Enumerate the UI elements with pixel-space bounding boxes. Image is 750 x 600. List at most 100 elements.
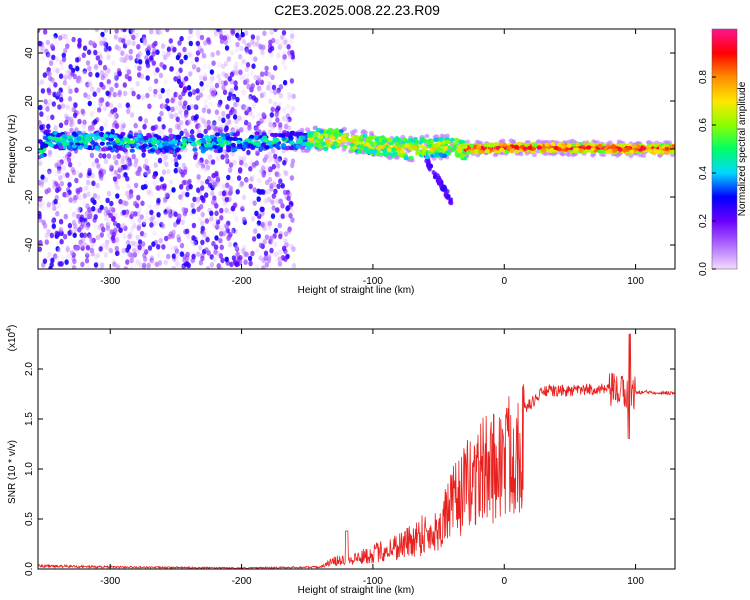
heatmap-cell: [117, 91, 122, 98]
heatmap-cell: [382, 138, 388, 143]
heatmap-cell: [196, 196, 201, 202]
heatmap-cell: [290, 158, 296, 164]
heatmap-cell: [45, 39, 51, 46]
heatmap-cell: [256, 233, 261, 239]
heatmap-cell: [228, 162, 234, 168]
heatmap-cell: [109, 229, 115, 235]
heatmap-cell: [82, 119, 87, 126]
heatmap-cell: [224, 223, 229, 229]
heatmap-cell: [181, 207, 186, 213]
heatmap-cell: [116, 153, 121, 159]
heatmap-cell: [124, 144, 131, 149]
heatmap-cell: [218, 29, 223, 36]
heatmap-cell: [200, 120, 206, 127]
heatmap-cell: [102, 64, 108, 71]
heatmap-cell: [54, 39, 60, 46]
heatmap-cell: [209, 134, 215, 139]
heatmap-cell: [76, 243, 81, 250]
heatmap-cell: [570, 142, 576, 147]
heatmap-cell: [63, 113, 69, 119]
heatmap-cell: [128, 55, 133, 61]
heatmap-cell: [120, 120, 125, 126]
heatmap-cell: [155, 219, 160, 225]
heatmap-cell: [272, 181, 277, 188]
heatmap-cell: [138, 262, 143, 268]
heatmap-cell: [224, 45, 230, 51]
heatmap-cell: [66, 177, 71, 183]
heatmap-cell: [278, 198, 284, 205]
heatmap-cell: [135, 234, 140, 241]
heatmap-cell: [181, 138, 188, 143]
heatmap-cell: [239, 181, 244, 187]
heatmap-cell: [216, 137, 222, 142]
spectrogram-y-ticks: -40 -20 0 20 40: [24, 47, 675, 252]
heatmap-cell: [123, 266, 128, 269]
heatmap-cell: [121, 200, 127, 206]
heatmap-cell: [252, 200, 257, 206]
snr-x-ticks: -300 -200 -100 0 100: [100, 329, 644, 587]
heatmap-cell: [45, 106, 50, 112]
heatmap-cell: [105, 239, 110, 246]
heatmap-cell: [319, 129, 325, 134]
heatmap-cell: [158, 125, 163, 131]
heatmap-cell: [275, 117, 280, 123]
heatmap-cell: [168, 111, 173, 117]
heatmap-cell: [143, 135, 149, 140]
heatmap-cell: [133, 136, 139, 141]
heatmap-cell: [213, 249, 218, 255]
heatmap-cell: [250, 114, 256, 120]
heatmap-cell: [223, 60, 229, 67]
heatmap-cell: [124, 55, 129, 62]
heatmap-cell: [220, 257, 225, 264]
heatmap-cell: [165, 205, 171, 212]
heatmap-cell: [653, 143, 659, 148]
heatmap-cell: [669, 150, 675, 155]
heatmap-cell: [163, 259, 168, 266]
heatmap-cell: [359, 144, 365, 149]
heatmap-cell: [210, 124, 215, 130]
heatmap-cell: [204, 165, 209, 171]
heatmap-cell: [133, 182, 139, 189]
x-tick-label: 0: [501, 576, 507, 587]
heatmap-cell: [226, 145, 232, 150]
heatmap-cell: [142, 38, 147, 44]
heatmap-cell: [118, 203, 124, 210]
heatmap-cell: [247, 121, 252, 128]
heatmap-cell: [187, 52, 192, 58]
heatmap-cell: [74, 194, 79, 201]
heatmap-cell: [282, 169, 287, 176]
heatmap-cell: [211, 182, 217, 189]
heatmap-cell: [59, 261, 64, 267]
heatmap-cell: [195, 50, 201, 56]
heatmap-cell: [159, 176, 164, 182]
heatmap-cell: [180, 145, 186, 150]
heatmap-cell: [103, 241, 109, 248]
heatmap-cell: [270, 156, 275, 162]
heatmap-cell: [81, 52, 87, 59]
heatmap-cell: [164, 161, 169, 168]
heatmap-cell: [114, 82, 119, 89]
heatmap-cell: [249, 144, 255, 149]
heatmap-cell: [183, 54, 188, 61]
heatmap-cell: [586, 145, 592, 150]
heatmap-cell: [227, 234, 232, 240]
heatmap-cell: [269, 52, 274, 58]
heatmap-cell: [183, 100, 188, 106]
heatmap-cell: [39, 79, 45, 85]
heatmap-cell: [80, 245, 85, 251]
heatmap-cell: [290, 29, 295, 36]
heatmap-cell: [93, 49, 98, 56]
heatmap-cell: [146, 50, 151, 56]
heatmap-cell: [46, 170, 52, 176]
heatmap-cell: [193, 154, 198, 160]
heatmap-cell: [282, 54, 287, 60]
heatmap-cell: [154, 261, 159, 268]
heatmap-cell: [154, 203, 159, 210]
heatmap-cell: [163, 54, 168, 61]
heatmap-cell: [122, 43, 128, 49]
heatmap-cell: [132, 223, 137, 229]
heatmap-cell: [171, 265, 176, 269]
heatmap-cell: [245, 73, 250, 79]
y-tick-label: 20: [24, 95, 35, 107]
heatmap-cell: [227, 33, 232, 39]
